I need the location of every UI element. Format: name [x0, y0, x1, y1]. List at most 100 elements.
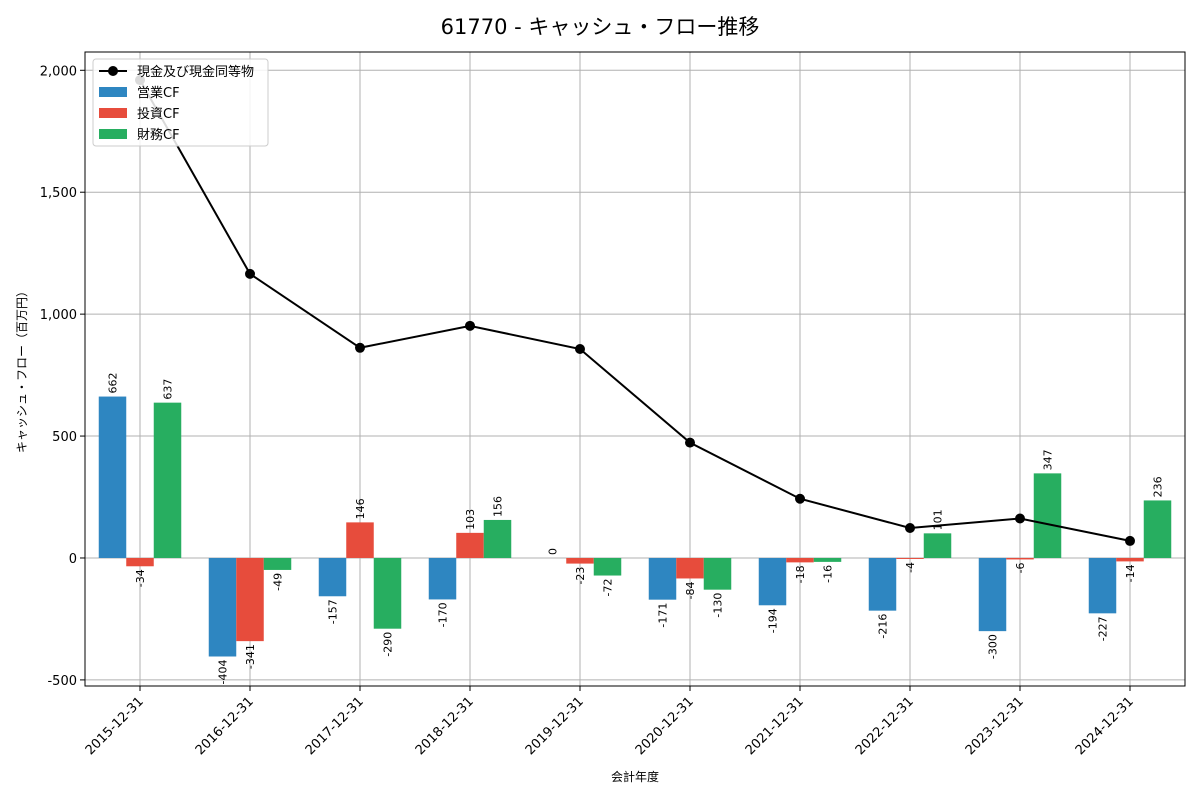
bar-financing: [813, 557, 842, 562]
bar-value-label: 146: [354, 498, 367, 519]
legend-color-swatch: [99, 87, 127, 97]
bar-investing: [786, 557, 814, 563]
bar-value-label: -300: [987, 634, 1000, 659]
bar-operating: [428, 557, 457, 600]
legend-entry-label: 投資CF: [137, 106, 180, 122]
bar-financing: [263, 557, 292, 570]
y-tick-label: 1,500: [40, 186, 77, 201]
bar-value-label: -4: [904, 562, 917, 573]
y-axis-label: キャッシュ・フロー（百万円）: [15, 285, 29, 453]
legend-color-swatch: [99, 108, 127, 118]
bar-financing: [1143, 500, 1172, 558]
cash-balance-point: [355, 342, 365, 353]
plot-frame: [84, 51, 1186, 687]
bar-operating: [978, 557, 1007, 632]
bar-investing: [896, 557, 924, 559]
line-layer: [135, 75, 1135, 546]
bar-value-label: -18: [794, 565, 807, 583]
bar-layer: [98, 396, 1172, 657]
bar-financing: [923, 533, 952, 558]
bar-value-label: -157: [327, 599, 340, 624]
cash-balance-point: [685, 437, 695, 448]
cash-balance-point: [1015, 513, 1025, 524]
axis-layer: 2015-12-31 2016-12-31 2017-12-31 2018-12-31…: [40, 64, 1137, 758]
x-tick-label: 2024-12-31: [1073, 694, 1137, 758]
bar-financing: [593, 557, 622, 576]
bar-value-label: -227: [1097, 616, 1110, 641]
bar-operating: [868, 557, 897, 611]
x-tick-label: 2021-12-31: [743, 694, 807, 758]
bar-value-label: 156: [492, 496, 505, 517]
bar-investing: [236, 557, 264, 642]
bar-operating: [648, 557, 677, 600]
bar-value-label: -194: [767, 608, 780, 633]
bar-value-label: -16: [822, 565, 835, 583]
legend-entry-label: 財務CF: [137, 128, 180, 143]
bar-financing: [483, 519, 512, 558]
bar-value-label: -34: [134, 569, 147, 587]
x-tick-label: 2017-12-31: [303, 694, 367, 758]
bar-value-label: 236: [1152, 476, 1165, 497]
chart-title: 61770 - キャッシュ・フロー推移: [441, 15, 760, 39]
bar-value-label: -23: [574, 567, 587, 585]
y-tick-label: 0: [69, 552, 77, 567]
y-tick-label: 1,000: [40, 308, 77, 323]
bar-financing: [1033, 473, 1062, 558]
legend-marker-swatch: [108, 66, 118, 76]
legend-entry-label: 現金及び現金同等物: [137, 64, 254, 80]
bar-value-label: 347: [1042, 449, 1055, 470]
bar-value-label: -341: [244, 644, 257, 669]
cash-balance-point: [1125, 535, 1135, 546]
y-tick-label: 500: [52, 430, 77, 445]
cash-balance-line: [139, 79, 1131, 542]
bar-value-label: -404: [217, 659, 230, 684]
bar-value-label: -6: [1014, 562, 1027, 573]
bar-value-label: -170: [437, 602, 450, 627]
x-tick-label: 2020-12-31: [633, 694, 697, 758]
bar-financing: [373, 557, 402, 629]
x-tick-label: 2015-12-31: [83, 694, 147, 758]
cash-balance-point: [905, 522, 915, 533]
x-tick-label: 2023-12-31: [963, 694, 1027, 758]
x-tick-label: 2019-12-31: [523, 694, 587, 758]
bar-value-label: -84: [684, 581, 697, 599]
bar-value-label: -216: [877, 614, 890, 639]
bar-value-label: 101: [932, 509, 945, 530]
data-label-layer: 662 -404 -157 -170 0 -171 -194 -216 -300 -227 -34 -…: [107, 373, 1165, 685]
cash-balance-point: [575, 344, 585, 355]
bar-operating: [98, 396, 127, 558]
bar-value-label: 0: [547, 548, 560, 555]
cash-balance-point: [795, 493, 805, 504]
legend-box: [92, 58, 269, 147]
bar-operating: [318, 557, 347, 597]
x-tick-label: 2018-12-31: [413, 694, 477, 758]
bar-value-label: 662: [107, 373, 120, 394]
bar-value-label: -49: [272, 573, 285, 591]
x-tick-label: 2016-12-31: [193, 694, 257, 758]
bar-financing: [153, 402, 182, 558]
bar-investing: [676, 557, 704, 579]
bar-operating: [1088, 557, 1117, 614]
bar-investing: [566, 557, 594, 564]
legend-color-swatch: [99, 129, 127, 139]
x-axis-label: 会計年度: [611, 769, 659, 784]
bar-value-label: -171: [657, 603, 670, 628]
bar-operating: [208, 557, 237, 657]
x-tick-label: 2022-12-31: [853, 694, 917, 758]
bar-investing: [1116, 557, 1144, 562]
bar-operating: [758, 557, 787, 606]
legend-entry-label: 営業CF: [137, 85, 180, 101]
bar-value-label: -130: [712, 593, 725, 618]
bar-investing: [346, 522, 374, 558]
y-tick-label: -500: [47, 674, 77, 689]
y-tick-label: 2,000: [40, 64, 77, 79]
bar-value-label: -290: [382, 632, 395, 657]
bar-value-label: 103: [464, 509, 477, 530]
cash-balance-point: [465, 320, 475, 331]
bar-investing: [456, 532, 484, 558]
bar-value-label: 637: [162, 379, 175, 400]
bar-value-label: -14: [1124, 564, 1137, 582]
